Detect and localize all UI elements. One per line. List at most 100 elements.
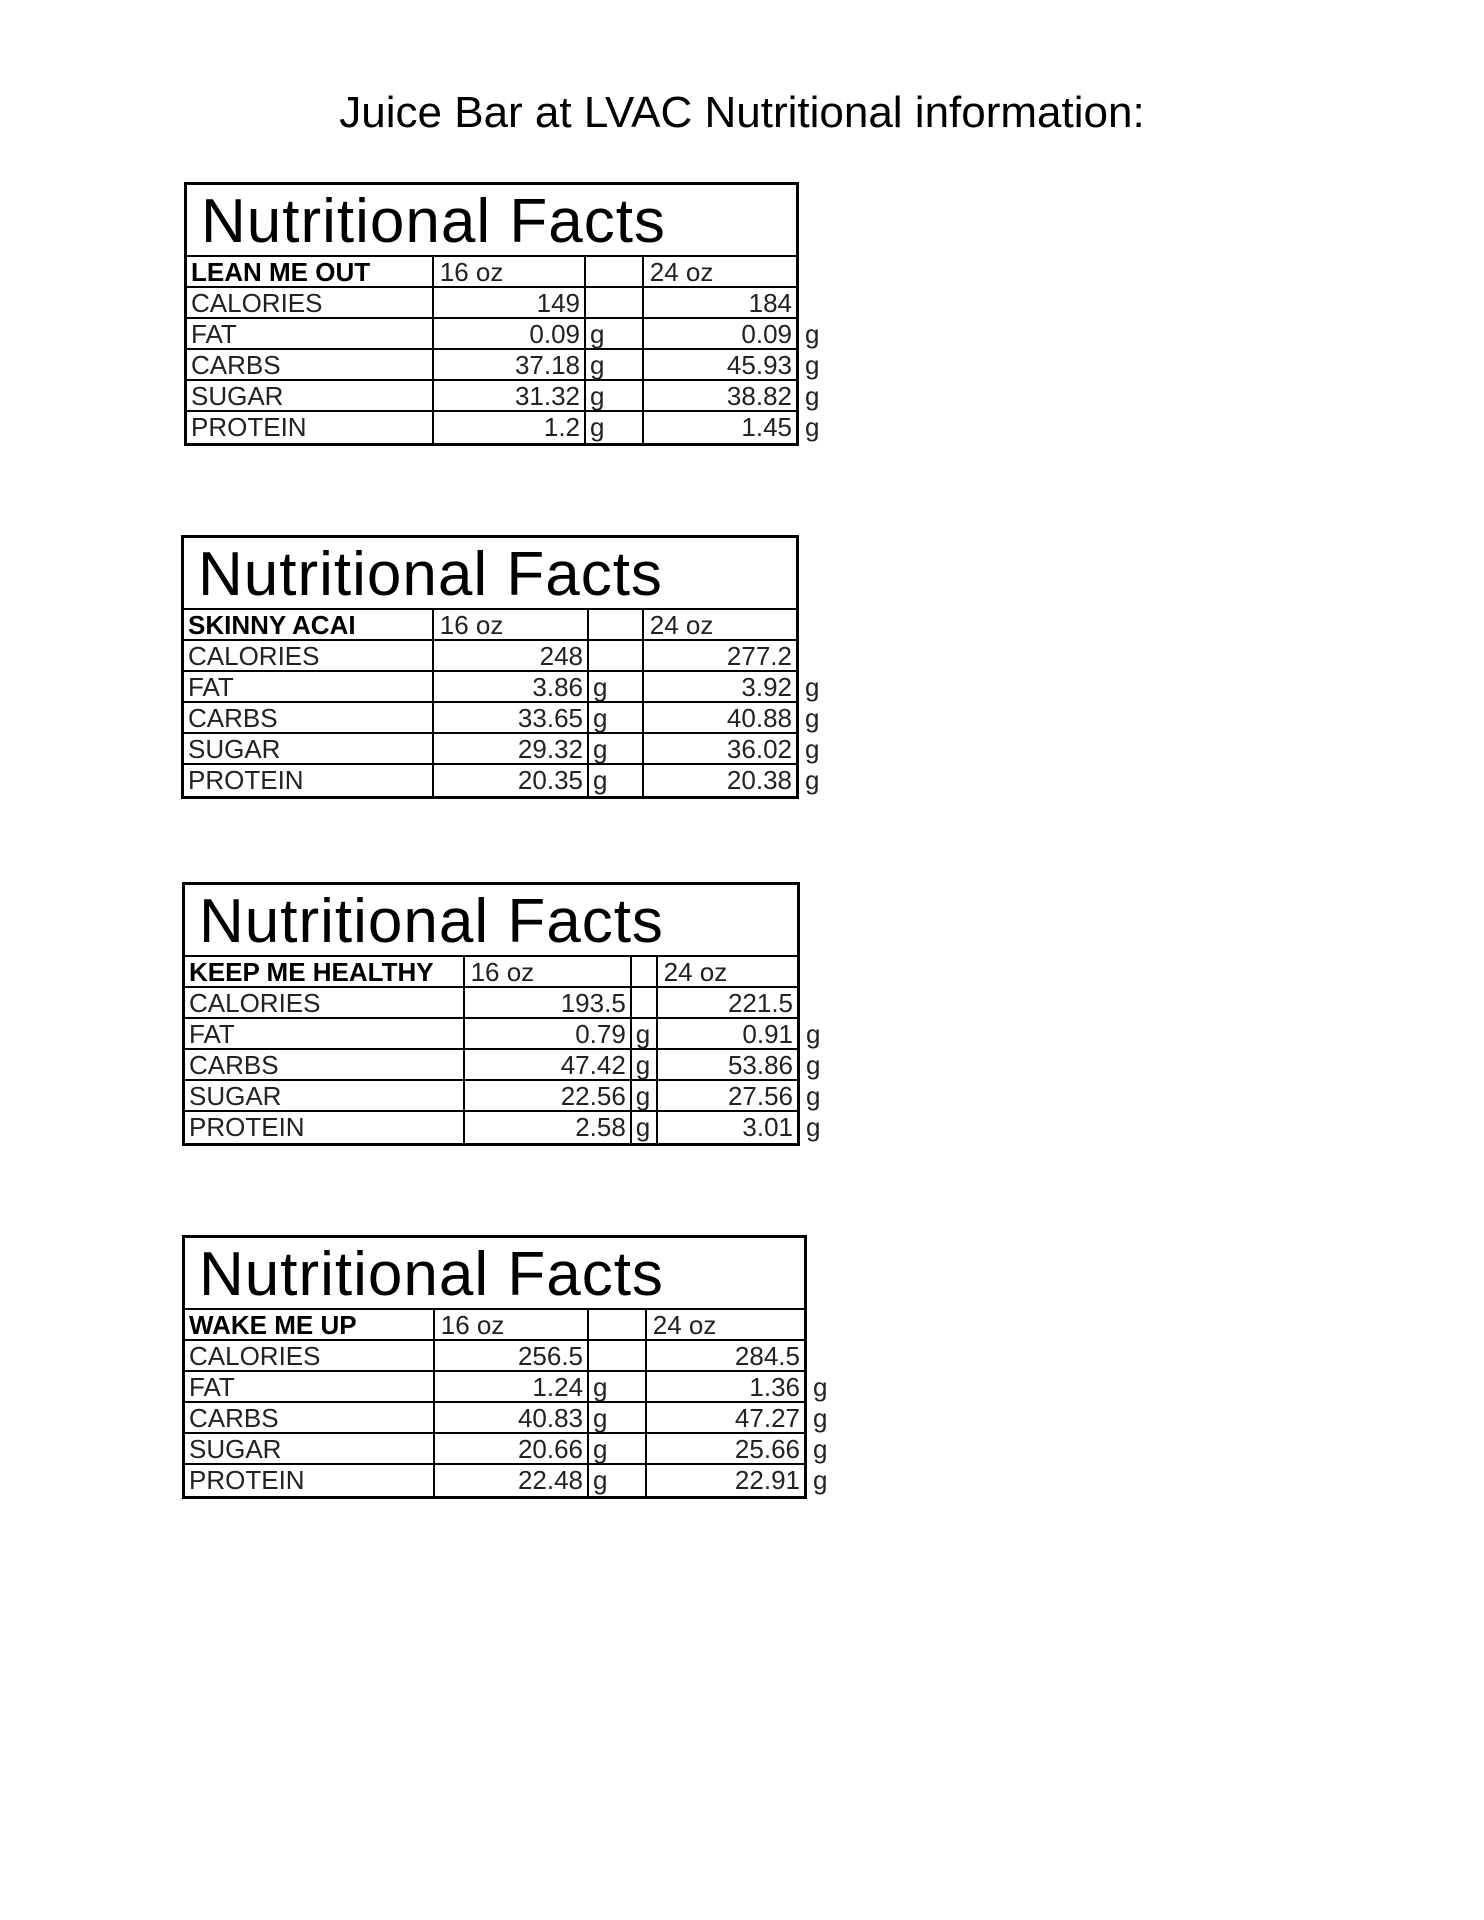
table-row: CALORIES 256.5 284.5 — [185, 1341, 804, 1372]
table-header-row: SKINNY ACAI 16 oz 24 oz — [184, 610, 796, 641]
nutrition-facts-table: Nutritional Facts WAKE ME UP 16 oz 24 oz CAL… — [182, 1235, 827, 1499]
value-16oz: 0.79 — [465, 1019, 632, 1049]
row-label: FAT — [187, 319, 434, 349]
value-16oz: 40.83 — [435, 1403, 590, 1433]
table-row: PROTEIN 2.58 g 3.01 g — [185, 1112, 820, 1143]
value-24oz: 45.93 — [726, 350, 792, 380]
size-24oz-header: 24 oz — [649, 610, 714, 640]
row-label: PROTEIN — [185, 1465, 435, 1496]
value-24oz: 40.88 — [726, 703, 792, 733]
table-row: CARBS 40.83 g 47.27 g — [185, 1403, 827, 1434]
document-title: Juice Bar at LVAC Nutritional informatio… — [339, 88, 1145, 137]
value-24oz: 36.02 — [726, 734, 792, 764]
row-label: WAKE ME UP — [185, 1310, 435, 1340]
unit-16oz: g — [589, 1465, 647, 1496]
value-16oz: 22.56 — [465, 1081, 632, 1111]
nutrition-facts-table: Nutritional Facts KEEP ME HEALTHY 16 oz 24 … — [182, 882, 820, 1146]
value-16oz: 1.24 — [435, 1372, 590, 1402]
row-label: FAT — [185, 1372, 435, 1402]
table-row: CALORIES 149 184 — [187, 288, 796, 319]
size-24oz-header: 24 oz — [663, 957, 728, 987]
nutrition-facts-table: Nutritional Facts SKINNY ACAI 16 oz 24 oz CA… — [181, 535, 819, 799]
value-16oz: 149 — [434, 288, 587, 318]
unit-16oz — [589, 1310, 647, 1339]
value-16oz: 256.5 — [435, 1341, 590, 1371]
value-24oz: 3.92 — [741, 672, 792, 702]
table-row: FAT 0.79 g 0.91 g — [185, 1019, 820, 1050]
value-24oz: 184 — [748, 288, 792, 318]
value-24oz: 1.36 — [749, 1372, 800, 1402]
value-16oz: 37.18 — [434, 350, 587, 380]
value-24oz: 284.5 — [734, 1341, 800, 1371]
unit-16oz: g — [586, 381, 644, 411]
value-24oz: 53.86 — [727, 1050, 794, 1080]
value-24oz: 47.27 — [734, 1403, 800, 1433]
unit-16oz — [589, 1341, 647, 1370]
unit-24oz: g — [813, 1465, 828, 1495]
row-label: PROTEIN — [185, 1112, 465, 1143]
table-row: PROTEIN 1.2 g 1.45 g — [187, 412, 819, 443]
value-24oz: 27.56 — [727, 1081, 794, 1111]
unit-24oz: g — [813, 1372, 828, 1402]
unit-24oz: g — [805, 412, 820, 442]
table-row: CARBS 47.42 g 53.86 g — [185, 1050, 820, 1081]
table-header-row: KEEP ME HEALTHY 16 oz 24 oz — [185, 957, 797, 988]
unit-16oz — [586, 288, 644, 317]
unit-24oz: g — [813, 1434, 828, 1464]
value-16oz: 47.42 — [465, 1050, 632, 1080]
row-label: FAT — [185, 1019, 465, 1049]
value-24oz: 22.91 — [734, 1465, 800, 1495]
row-label: KEEP ME HEALTHY — [185, 957, 465, 987]
unit-16oz: g — [589, 734, 644, 764]
value-24oz: 38.82 — [726, 381, 792, 411]
table-row: PROTEIN 20.35 g 20.38 g — [184, 765, 819, 796]
value-16oz: 20.66 — [435, 1434, 590, 1464]
table-row: SUGAR 29.32 g 36.02 g — [184, 734, 819, 765]
value-24oz: 277.2 — [726, 641, 792, 671]
unit-16oz — [632, 988, 658, 1017]
table-row: FAT 1.24 g 1.36 g — [185, 1372, 827, 1403]
row-label: PROTEIN — [187, 412, 434, 443]
value-16oz: 3.86 — [434, 672, 589, 702]
row-label: SUGAR — [185, 1434, 435, 1464]
value-16oz: 2.58 — [465, 1112, 632, 1143]
size-16oz-header: 16 oz — [435, 1310, 590, 1340]
unit-16oz: g — [586, 350, 644, 380]
table-header-row: LEAN ME OUT 16 oz 24 oz — [187, 257, 796, 288]
value-24oz: 0.09 — [741, 319, 792, 349]
unit-16oz: g — [632, 1081, 658, 1111]
table-heading: Nutritional Facts — [185, 885, 797, 957]
unit-16oz — [589, 641, 644, 670]
value-24oz: 25.66 — [734, 1434, 800, 1464]
unit-24oz: g — [805, 381, 820, 411]
value-24oz: 1.45 — [741, 412, 792, 442]
size-24oz-header: 24 oz — [652, 1310, 717, 1340]
value-16oz: 193.5 — [465, 988, 632, 1018]
unit-24oz: g — [805, 765, 820, 795]
value-16oz: 20.35 — [434, 765, 589, 796]
table-row: FAT 0.09 g 0.09 g — [187, 319, 819, 350]
row-label: SUGAR — [185, 1081, 465, 1111]
value-24oz: 20.38 — [726, 765, 792, 795]
unit-24oz: g — [806, 1050, 821, 1080]
unit-24oz: g — [813, 1403, 828, 1433]
unit-16oz: g — [589, 765, 644, 796]
table-row: CARBS 37.18 g 45.93 g — [187, 350, 819, 381]
unit-16oz — [586, 257, 644, 286]
unit-16oz: g — [632, 1112, 658, 1143]
value-24oz: 0.91 — [742, 1019, 794, 1049]
row-label: CARBS — [184, 703, 434, 733]
table-heading: Nutritional Facts — [187, 185, 796, 257]
row-label: CARBS — [187, 350, 434, 380]
unit-24oz: g — [805, 672, 820, 702]
unit-24oz: g — [806, 1081, 821, 1111]
table-row: FAT 3.86 g 3.92 g — [184, 672, 819, 703]
size-16oz-header: 16 oz — [434, 257, 587, 287]
unit-16oz — [632, 957, 658, 986]
value-24oz: 221.5 — [727, 988, 794, 1018]
unit-24oz: g — [806, 1019, 821, 1049]
row-label: CARBS — [185, 1403, 435, 1433]
table-row: CARBS 33.65 g 40.88 g — [184, 703, 819, 734]
row-label: CARBS — [185, 1050, 465, 1080]
row-label: SKINNY ACAI — [184, 610, 434, 640]
